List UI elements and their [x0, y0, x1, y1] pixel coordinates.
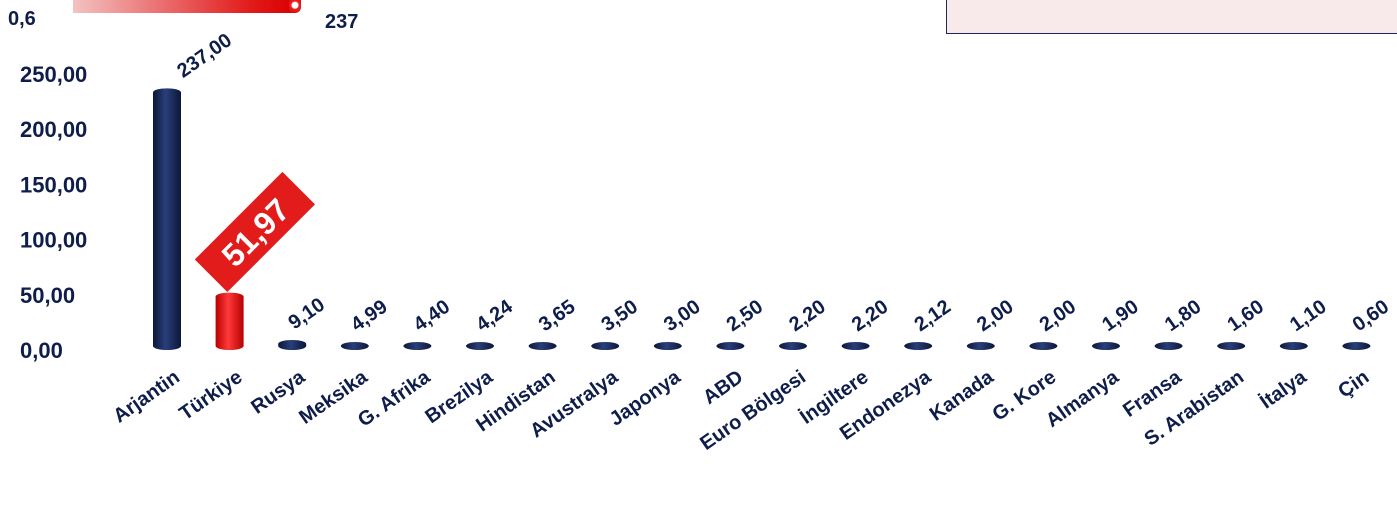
category-label: ABD [699, 366, 747, 409]
highlight-value-badge: 51,97 [194, 171, 315, 293]
bar-16 [1154, 342, 1183, 350]
bar-4 [403, 342, 432, 350]
bar-9 [716, 342, 745, 350]
value-label: 1,90 [1098, 296, 1143, 336]
value-label: 2,12 [910, 296, 955, 336]
bar-10 [779, 342, 807, 350]
scale-max-label: 237 [325, 11, 359, 33]
value-label: 2,00 [1036, 296, 1081, 336]
color-scale-bar [73, 0, 295, 13]
value-label: 3,50 [597, 296, 642, 336]
bars [153, 88, 1371, 351]
bar-5 [466, 342, 494, 350]
value-label: 237,00 [173, 29, 236, 82]
y-tick-label: 100,00 [20, 228, 87, 253]
bar-8 [653, 342, 682, 350]
bar-19 [1342, 342, 1371, 350]
bar-1 [215, 292, 244, 350]
category-label: Japonya [606, 366, 686, 431]
y-axis: 0,00 50,00 100,00 150,00 200,00 250,00 [20, 62, 87, 363]
y-tick-label: 50,00 [20, 283, 75, 308]
highlight-badge-box [194, 171, 315, 293]
category-label: G. Afrika [354, 366, 435, 432]
value-label: 1,80 [1161, 296, 1206, 336]
value-label: 1,60 [1223, 296, 1268, 336]
y-tick-label: 0,00 [20, 338, 63, 363]
value-label: 2,50 [723, 296, 768, 336]
bar-12 [904, 342, 933, 350]
info-box [946, 0, 1397, 34]
bar-7 [591, 342, 620, 350]
category-label: Kanada [926, 366, 999, 426]
bar-14 [1029, 342, 1058, 350]
value-label: 0,60 [1349, 296, 1394, 336]
bar-15 [1092, 342, 1120, 350]
y-tick-label: 200,00 [20, 117, 87, 142]
value-label: 9,10 [284, 294, 329, 334]
bar-0 [153, 88, 181, 351]
category-label: Türkiye [176, 366, 247, 425]
bar-13 [966, 342, 995, 350]
y-tick-label: 250,00 [20, 62, 87, 87]
bar-11 [841, 342, 870, 350]
value-label: 3,00 [660, 296, 705, 336]
value-label: 4,24 [472, 295, 517, 336]
bar-3 [340, 342, 369, 350]
bar-2 [278, 339, 307, 350]
data-labels: 237,00 51,979,10 4,99 4,40 4,24 3,65 3,50 3,00 2… [173, 29, 1393, 336]
value-label: 4,99 [347, 296, 392, 336]
category-label: Euro Bölgesi [696, 366, 810, 455]
scale-min-label: 0,6 [8, 8, 36, 30]
bar-18 [1279, 342, 1308, 350]
value-label: 1,10 [1286, 296, 1331, 336]
value-label: 3,65 [535, 296, 580, 336]
value-label: 2,20 [848, 296, 893, 336]
value-label: 4,40 [410, 296, 455, 336]
y-tick-label: 150,00 [20, 172, 87, 197]
category-label: İtalya [1256, 365, 1312, 414]
category-label: Çin [1334, 366, 1373, 403]
bar-6 [528, 342, 557, 350]
color-scale-cap-icon [289, 0, 301, 13]
value-label: 2,00 [973, 296, 1018, 336]
category-label: Arjantin [109, 366, 184, 427]
bar-17 [1217, 342, 1246, 350]
value-label: 2,20 [785, 296, 830, 336]
